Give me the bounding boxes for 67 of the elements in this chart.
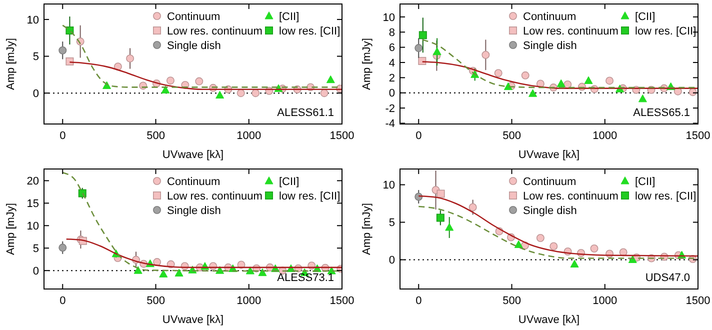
y-tick-label: 15 xyxy=(26,198,39,210)
legend-label: [CII] xyxy=(635,176,656,188)
legend-label: Low res. continuum xyxy=(167,190,262,202)
x-tick-label: 1500 xyxy=(330,295,354,307)
y-tick-label: 0 xyxy=(388,254,395,267)
x-tick-label: 0 xyxy=(60,295,66,307)
legend-label: low res. [CII] xyxy=(635,25,696,38)
y-axis-title: Amp [mJy] xyxy=(361,38,373,90)
x-tick-label: 0 xyxy=(60,130,66,142)
x-tick-label: 1500 xyxy=(686,130,710,142)
x-axis-title: UVwave [kλ] xyxy=(518,314,580,326)
legend-label: Continuum xyxy=(523,176,576,188)
x-tick-label: 500 xyxy=(502,295,521,307)
y-tick-label: 10 xyxy=(26,220,39,232)
annotation: ALESS65.1 xyxy=(633,107,690,119)
x-tick-label: 1000 xyxy=(236,295,262,307)
legend-label: Single dish xyxy=(523,204,577,217)
y-axis-title: Amp [mJy] xyxy=(5,38,17,90)
x-tick-label: 0 xyxy=(416,130,422,142)
legend-label: [CII] xyxy=(635,10,656,23)
annotation: UDS47.0 xyxy=(645,272,690,284)
x-tick-label: 1000 xyxy=(592,130,618,142)
annotation: ALESS61.1 xyxy=(277,107,334,119)
legend-label: Low res. continuum xyxy=(523,190,618,202)
x-axis-title: UVwave [kλ] xyxy=(162,314,224,326)
legend-label: low res. [CII] xyxy=(279,25,340,38)
legend-label: Single dish xyxy=(523,40,577,52)
legend-label: Single dish xyxy=(167,204,221,217)
y-tick-label: 2 xyxy=(388,72,395,85)
y-tick-label: 0 xyxy=(32,88,39,100)
x-tick-label: 500 xyxy=(146,130,165,142)
legend-label: Continuum xyxy=(523,10,576,23)
y-tick-label: 5 xyxy=(32,242,39,255)
legend-label: Continuum xyxy=(167,10,220,23)
y-tick-label: 10 xyxy=(382,180,395,192)
y-tick-label: -2 xyxy=(385,102,395,115)
y-tick-label: -4 xyxy=(385,118,395,130)
legend-label: Low res. continuum xyxy=(167,25,262,38)
y-tick-label: 10 xyxy=(26,14,39,26)
legend-label: Single dish xyxy=(167,40,221,52)
x-tick-label: 500 xyxy=(146,295,165,307)
y-tick-label: 0 xyxy=(388,88,395,100)
y-tick-label: 5 xyxy=(388,217,395,230)
y-axis-title: Amp [mJy] xyxy=(361,203,373,255)
annotation: ALESS73.1 xyxy=(277,272,334,284)
y-tick-label: 20 xyxy=(26,176,39,188)
y-tick-label: 6 xyxy=(388,42,395,54)
legend-label: Continuum xyxy=(167,176,220,188)
y-tick-label: 0 xyxy=(32,265,39,278)
x-tick-label: 1000 xyxy=(592,295,618,307)
y-tick-label: 8 xyxy=(388,26,395,39)
x-tick-label: 1000 xyxy=(236,130,262,142)
x-tick-label: 1500 xyxy=(686,295,710,307)
y-axis-title: Amp [mJy] xyxy=(5,203,17,255)
legend-label: low res. [CII] xyxy=(279,190,340,202)
legend-label: Low res. continuum xyxy=(523,25,618,38)
y-tick-label: 10 xyxy=(382,12,395,24)
legend-label: [CII] xyxy=(279,176,300,188)
legend-label: low res. [CII] xyxy=(635,190,696,202)
y-tick-label: 5 xyxy=(32,51,39,64)
x-tick-label: 1500 xyxy=(330,130,354,142)
legend-label: [CII] xyxy=(279,10,300,23)
x-tick-label: 0 xyxy=(416,295,422,307)
y-tick-label: 4 xyxy=(388,57,395,70)
x-axis-title: UVwave [kλ] xyxy=(162,149,224,161)
x-axis-title: UVwave [kλ] xyxy=(518,149,580,161)
x-tick-label: 500 xyxy=(502,130,521,142)
